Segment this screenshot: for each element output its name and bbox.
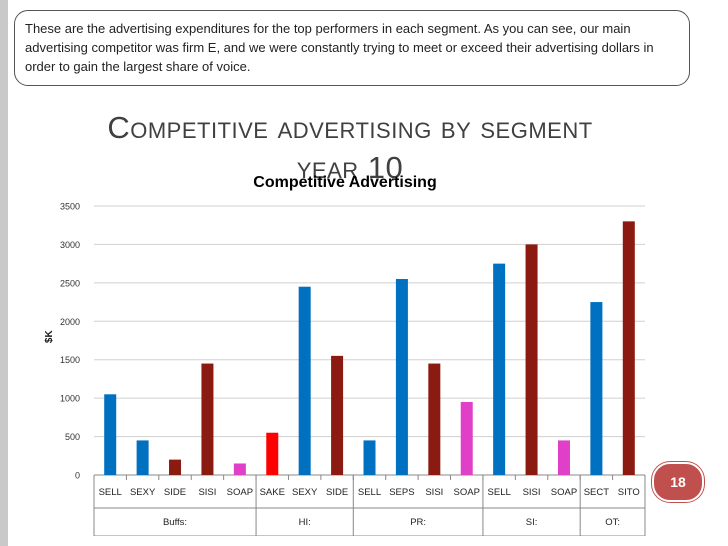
group-label: HI: bbox=[299, 517, 311, 528]
category-label: SISI bbox=[523, 487, 541, 498]
bar-sisi-10 bbox=[428, 363, 441, 475]
y-axis-label: $K bbox=[44, 329, 55, 343]
bar-sexy-1 bbox=[136, 440, 149, 475]
bar-sisi-3 bbox=[201, 363, 214, 475]
bar-sake-5 bbox=[266, 432, 279, 475]
y-tick-label: 2000 bbox=[60, 317, 80, 327]
bar-sexy-6 bbox=[298, 286, 311, 475]
category-label: SELL bbox=[358, 487, 381, 498]
group-label: Buffs: bbox=[163, 517, 187, 528]
category-label: SIDE bbox=[326, 487, 348, 498]
category-label: SEXY bbox=[292, 487, 318, 498]
y-tick-label: 3500 bbox=[60, 202, 80, 212]
bar-sisi-13 bbox=[525, 244, 538, 475]
bar-seps-9 bbox=[395, 279, 408, 475]
bar-sell-12 bbox=[493, 263, 506, 475]
bar-sell-8 bbox=[363, 440, 376, 475]
y-tick-label: 500 bbox=[65, 432, 80, 442]
y-tick-label: 0 bbox=[75, 471, 80, 481]
category-label: SITO bbox=[618, 487, 640, 498]
chart-title: Competitive Advertising bbox=[253, 174, 437, 191]
speaker-note-box: These are the advertising expenditures f… bbox=[14, 10, 690, 86]
bar-soap-11 bbox=[460, 401, 473, 475]
bar-side-7 bbox=[331, 355, 344, 475]
category-label: SEXY bbox=[130, 487, 156, 498]
bar-sito-16 bbox=[622, 221, 635, 475]
category-label: SELL bbox=[99, 487, 122, 498]
bar-soap-4 bbox=[233, 463, 246, 475]
category-label: SAKE bbox=[260, 487, 285, 498]
category-label: SISI bbox=[198, 487, 216, 498]
category-label: SECT bbox=[584, 487, 610, 498]
bar-sect-15 bbox=[590, 302, 603, 475]
slide-title-line-2: year 10 bbox=[296, 150, 404, 185]
page-number-badge: 18 bbox=[652, 462, 704, 502]
category-label: SOAP bbox=[227, 487, 253, 498]
speaker-note-text: These are the advertising expenditures f… bbox=[25, 21, 654, 74]
category-label: SIDE bbox=[164, 487, 186, 498]
slide-title: Competitive advertising by segment year … bbox=[60, 108, 640, 188]
y-tick-label: 1000 bbox=[60, 394, 80, 404]
y-tick-label: 1500 bbox=[60, 355, 80, 365]
group-label: OT: bbox=[605, 517, 620, 528]
category-label: SOAP bbox=[454, 487, 480, 498]
bar-side-2 bbox=[169, 459, 182, 475]
category-label: SELL bbox=[488, 487, 511, 498]
group-label: PR: bbox=[410, 517, 426, 528]
bar-chart: 0 500 1000 1500 2000 2500 3000 3500 $K SELL SEXY SI… bbox=[44, 202, 646, 536]
y-tick-label: 3000 bbox=[60, 240, 80, 250]
left-decor-band bbox=[0, 0, 8, 546]
bar-soap-14 bbox=[557, 440, 570, 475]
category-label: SEPS bbox=[389, 487, 414, 498]
slide-title-line-1: Competitive advertising by segment bbox=[107, 110, 593, 145]
category-label: SOAP bbox=[551, 487, 577, 498]
group-label: SI: bbox=[526, 517, 538, 528]
category-label: SISI bbox=[425, 487, 443, 498]
bar-sell-0 bbox=[104, 394, 117, 475]
y-tick-label: 2500 bbox=[60, 278, 80, 288]
